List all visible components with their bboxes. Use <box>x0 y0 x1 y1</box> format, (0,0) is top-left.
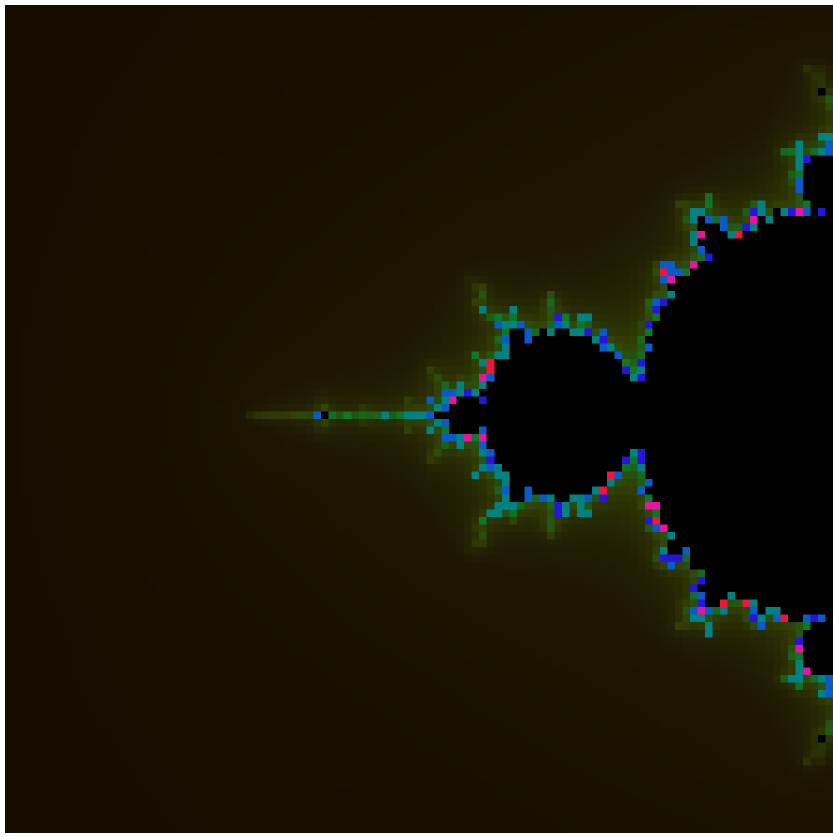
fractal-image <box>5 5 833 833</box>
